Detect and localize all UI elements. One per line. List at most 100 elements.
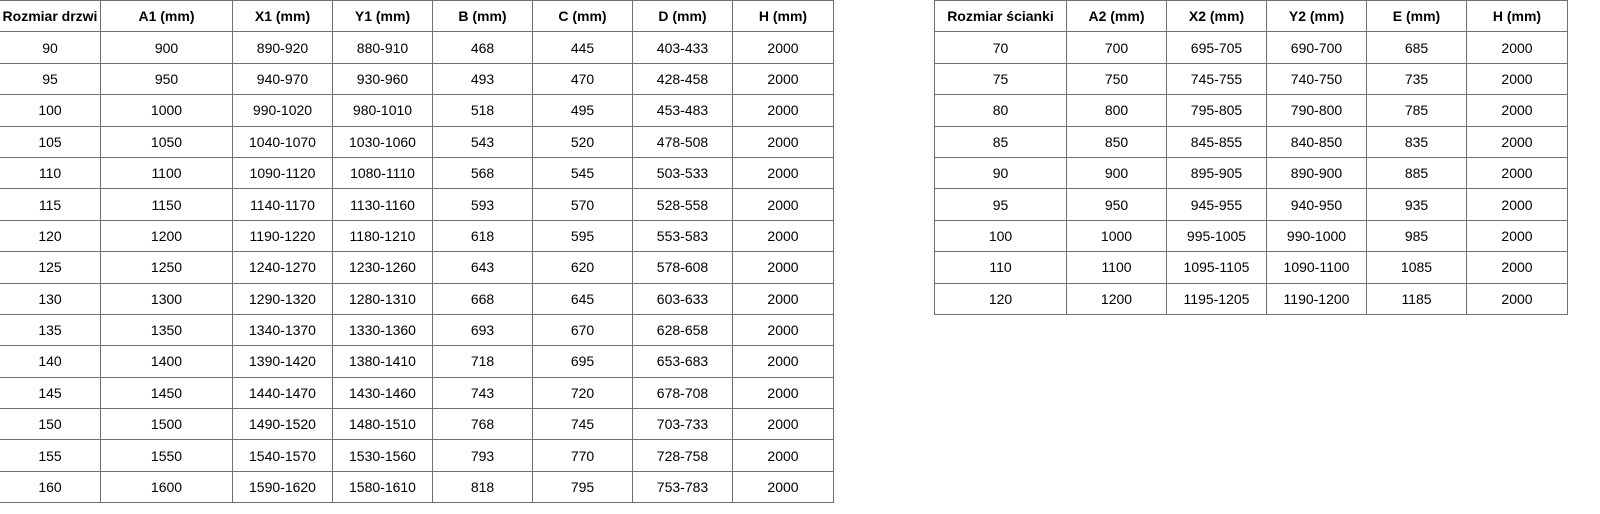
table-cell: 595	[532, 219, 633, 253]
column-header: B (mm)	[432, 0, 533, 33]
table-cell: 1550	[100, 439, 233, 472]
table-cell: 785	[1366, 94, 1467, 127]
table-row: 85 850 845-855 840-850 835 2000	[934, 125, 1568, 158]
table-cell: 695-705	[1166, 31, 1267, 64]
table-cell: 2000	[1466, 62, 1568, 96]
table-cell: 95	[0, 62, 101, 96]
table-cell: 2000	[1466, 219, 1568, 253]
table-cell: 850	[1066, 125, 1167, 158]
table-cell: 1000	[100, 94, 233, 127]
door-size-table: Rozmiar drzwi A1 (mm) X1 (mm) Y1 (mm) B (mm)…	[0, 0, 834, 504]
table-cell: 2000	[732, 62, 834, 96]
table-cell: 2000	[1466, 251, 1568, 284]
table-cell: 745	[532, 408, 633, 441]
table-cell: 900	[100, 31, 233, 64]
table-cell: 1100	[100, 156, 233, 190]
column-header: H (mm)	[732, 0, 834, 33]
table-cell: 2000	[732, 31, 834, 64]
table-row: 130 1300 1290-1320 1280-1310 668 645 603-633 20…	[0, 282, 834, 315]
table-cell: 75	[934, 62, 1067, 96]
table-cell: 940-950	[1266, 188, 1367, 221]
table-cell: 503-533	[632, 156, 733, 190]
table-cell: 2000	[732, 94, 834, 127]
table-cell: 995-1005	[1166, 219, 1267, 253]
column-header: Rozmiar ścianki	[934, 0, 1067, 33]
table-row: 160 1600 1590-1620 1580-1610 818 795 753-783 20…	[0, 470, 834, 504]
table-cell: 1030-1060	[332, 125, 433, 158]
column-header: X1 (mm)	[232, 0, 333, 33]
table-cell: 568	[432, 156, 533, 190]
table-cell: 1150	[100, 188, 233, 221]
table-cell: 468	[432, 31, 533, 64]
table-cell: 1195-1205	[1166, 282, 1267, 315]
column-header: Y1 (mm)	[332, 0, 433, 33]
table-cell: 80	[934, 94, 1067, 127]
table-row: 145 1450 1440-1470 1430-1460 743 720 678-708 20…	[0, 376, 834, 410]
table-cell: 1300	[100, 282, 233, 315]
table-cell: 110	[0, 156, 101, 190]
table-cell: 1240-1270	[232, 251, 333, 284]
table-cell: 518	[432, 94, 533, 127]
table-row: 90 900 890-920 880-910 468 445 403-433 2000	[0, 31, 834, 64]
table-cell: 1340-1370	[232, 313, 333, 347]
table-cell: 2000	[732, 219, 834, 253]
table-cell: 653-683	[632, 345, 733, 378]
column-header: Y2 (mm)	[1266, 0, 1367, 33]
table-cell: 95	[934, 188, 1067, 221]
table-cell: 543	[432, 125, 533, 158]
table-cell: 1140-1170	[232, 188, 333, 221]
table-cell: 1540-1570	[232, 439, 333, 472]
table-cell: 1350	[100, 313, 233, 347]
table-cell: 1090-1100	[1266, 251, 1367, 284]
table-cell: 1400	[100, 345, 233, 378]
table-cell: 1290-1320	[232, 282, 333, 315]
table-cell: 693	[432, 313, 533, 347]
table-cell: 553-583	[632, 219, 733, 253]
table-row: 70 700 695-705 690-700 685 2000	[934, 31, 1568, 64]
table-cell: 735	[1366, 62, 1467, 96]
table-cell: 890-920	[232, 31, 333, 64]
column-header: A1 (mm)	[100, 0, 233, 33]
column-header: C (mm)	[532, 0, 633, 33]
table-cell: 100	[0, 94, 101, 127]
table-cell: 2000	[732, 125, 834, 158]
table-cell: 718	[432, 345, 533, 378]
table-cell: 950	[1066, 188, 1167, 221]
table-cell: 135	[0, 313, 101, 347]
table-cell: 980-1010	[332, 94, 433, 127]
table-cell: 2000	[1466, 31, 1568, 64]
table-cell: 125	[0, 251, 101, 284]
table-row: 100 1000 995-1005 990-1000 985 2000	[934, 219, 1568, 253]
table-cell: 1590-1620	[232, 470, 333, 504]
table-cell: 768	[432, 408, 533, 441]
table-cell: 678-708	[632, 376, 733, 410]
table-cell: 935	[1366, 188, 1467, 221]
table-cell: 750	[1066, 62, 1167, 96]
table-cell: 770	[532, 439, 633, 472]
table-cell: 795	[532, 470, 633, 504]
table-cell: 1200	[1066, 282, 1167, 315]
table-cell: 1040-1070	[232, 125, 333, 158]
table-cell: 1280-1310	[332, 282, 433, 315]
table-cell: 795-805	[1166, 94, 1267, 127]
table-row: 80 800 795-805 790-800 785 2000	[934, 94, 1568, 127]
table-cell: 685	[1366, 31, 1467, 64]
table-cell: 150	[0, 408, 101, 441]
table-cell: 593	[432, 188, 533, 221]
table-cell: 105	[0, 125, 101, 158]
table-cell: 740-750	[1266, 62, 1367, 96]
table-cell: 895-905	[1166, 156, 1267, 190]
table-cell: 603-633	[632, 282, 733, 315]
table-cell: 1185	[1366, 282, 1467, 315]
column-header: Rozmiar drzwi	[0, 0, 101, 33]
table-cell: 845-855	[1166, 125, 1267, 158]
table-cell: 745-755	[1166, 62, 1267, 96]
table-cell: 445	[532, 31, 633, 64]
table-cell: 2000	[1466, 125, 1568, 158]
table-cell: 85	[934, 125, 1067, 158]
table-cell: 1190-1220	[232, 219, 333, 253]
table-cell: 1190-1200	[1266, 282, 1367, 315]
table-cell: 520	[532, 125, 633, 158]
table-cell: 1440-1470	[232, 376, 333, 410]
table-header-row: Rozmiar drzwi A1 (mm) X1 (mm) Y1 (mm) B (mm)…	[0, 0, 834, 33]
